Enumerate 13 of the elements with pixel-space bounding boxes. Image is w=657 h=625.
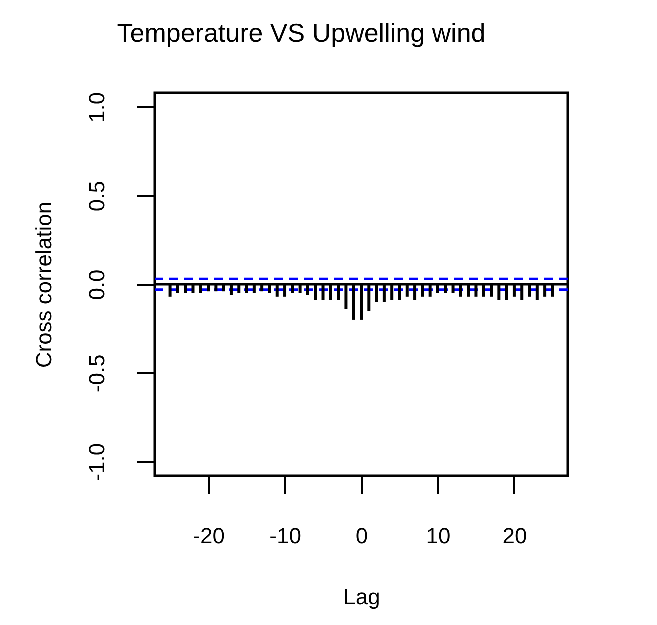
- chart-title: Temperature VS Upwelling wind: [117, 18, 486, 48]
- y-tick-label: 0.0: [84, 270, 110, 300]
- y-tick-label: 0.5: [84, 181, 110, 212]
- y-tick-label: -0.5: [84, 354, 110, 393]
- x-tick-label: 0: [356, 524, 368, 548]
- x-tick-label: 20: [502, 524, 528, 548]
- x-axis-title: Lag: [344, 584, 380, 610]
- x-tick-label: -10: [270, 524, 302, 548]
- x-tick-label: 10: [426, 524, 451, 548]
- y-tick-label: 1.0: [84, 92, 110, 123]
- y-tick-label: -1.0: [84, 443, 110, 482]
- x-tick-label: -20: [193, 524, 225, 548]
- y-axis-title: Cross correlation: [32, 202, 56, 368]
